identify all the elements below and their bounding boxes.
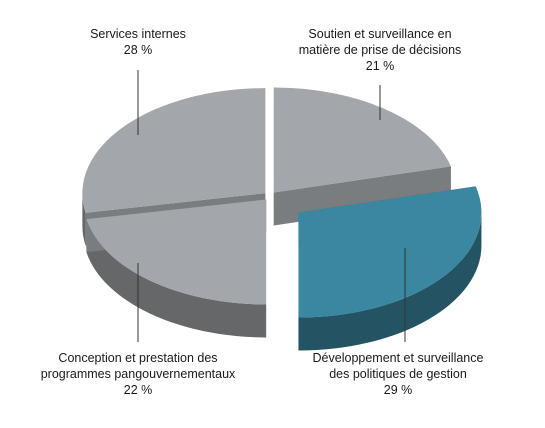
- slice-1: [298, 186, 482, 318]
- slice-label-0-1: matière de prise de décisions: [299, 43, 462, 57]
- slice-label-1-1: des politiques de gestion: [329, 367, 467, 381]
- slice-side-1: [298, 212, 482, 351]
- slice-pct-label-0: 21 %: [366, 59, 395, 73]
- slice-side-2: [86, 219, 267, 338]
- slice-pct-label-1: 29 %: [384, 383, 413, 397]
- slice-pct-label-2: 22 %: [124, 383, 153, 397]
- slice-2: [86, 199, 267, 305]
- slice-tops: [82, 87, 482, 318]
- slice-pct-label-3: 28 %: [124, 43, 153, 57]
- leader-lines: [137, 70, 406, 342]
- slice-label-2-0: Conception et prestation des: [58, 351, 217, 365]
- slice-0: [273, 87, 451, 193]
- slice-label-0-0: Soutien et surveillance en: [308, 27, 451, 41]
- slice-labels: Soutien et surveillance en matière de pri…: [41, 27, 484, 397]
- slice-label-2-1: programmes pangouvernementaux: [41, 367, 236, 381]
- slice-side-3: [82, 193, 86, 246]
- slice-3: [82, 88, 266, 213]
- slice-label-3-0: Services internes: [90, 27, 186, 41]
- slice-label-1-0: Développement et surveillance: [313, 351, 484, 365]
